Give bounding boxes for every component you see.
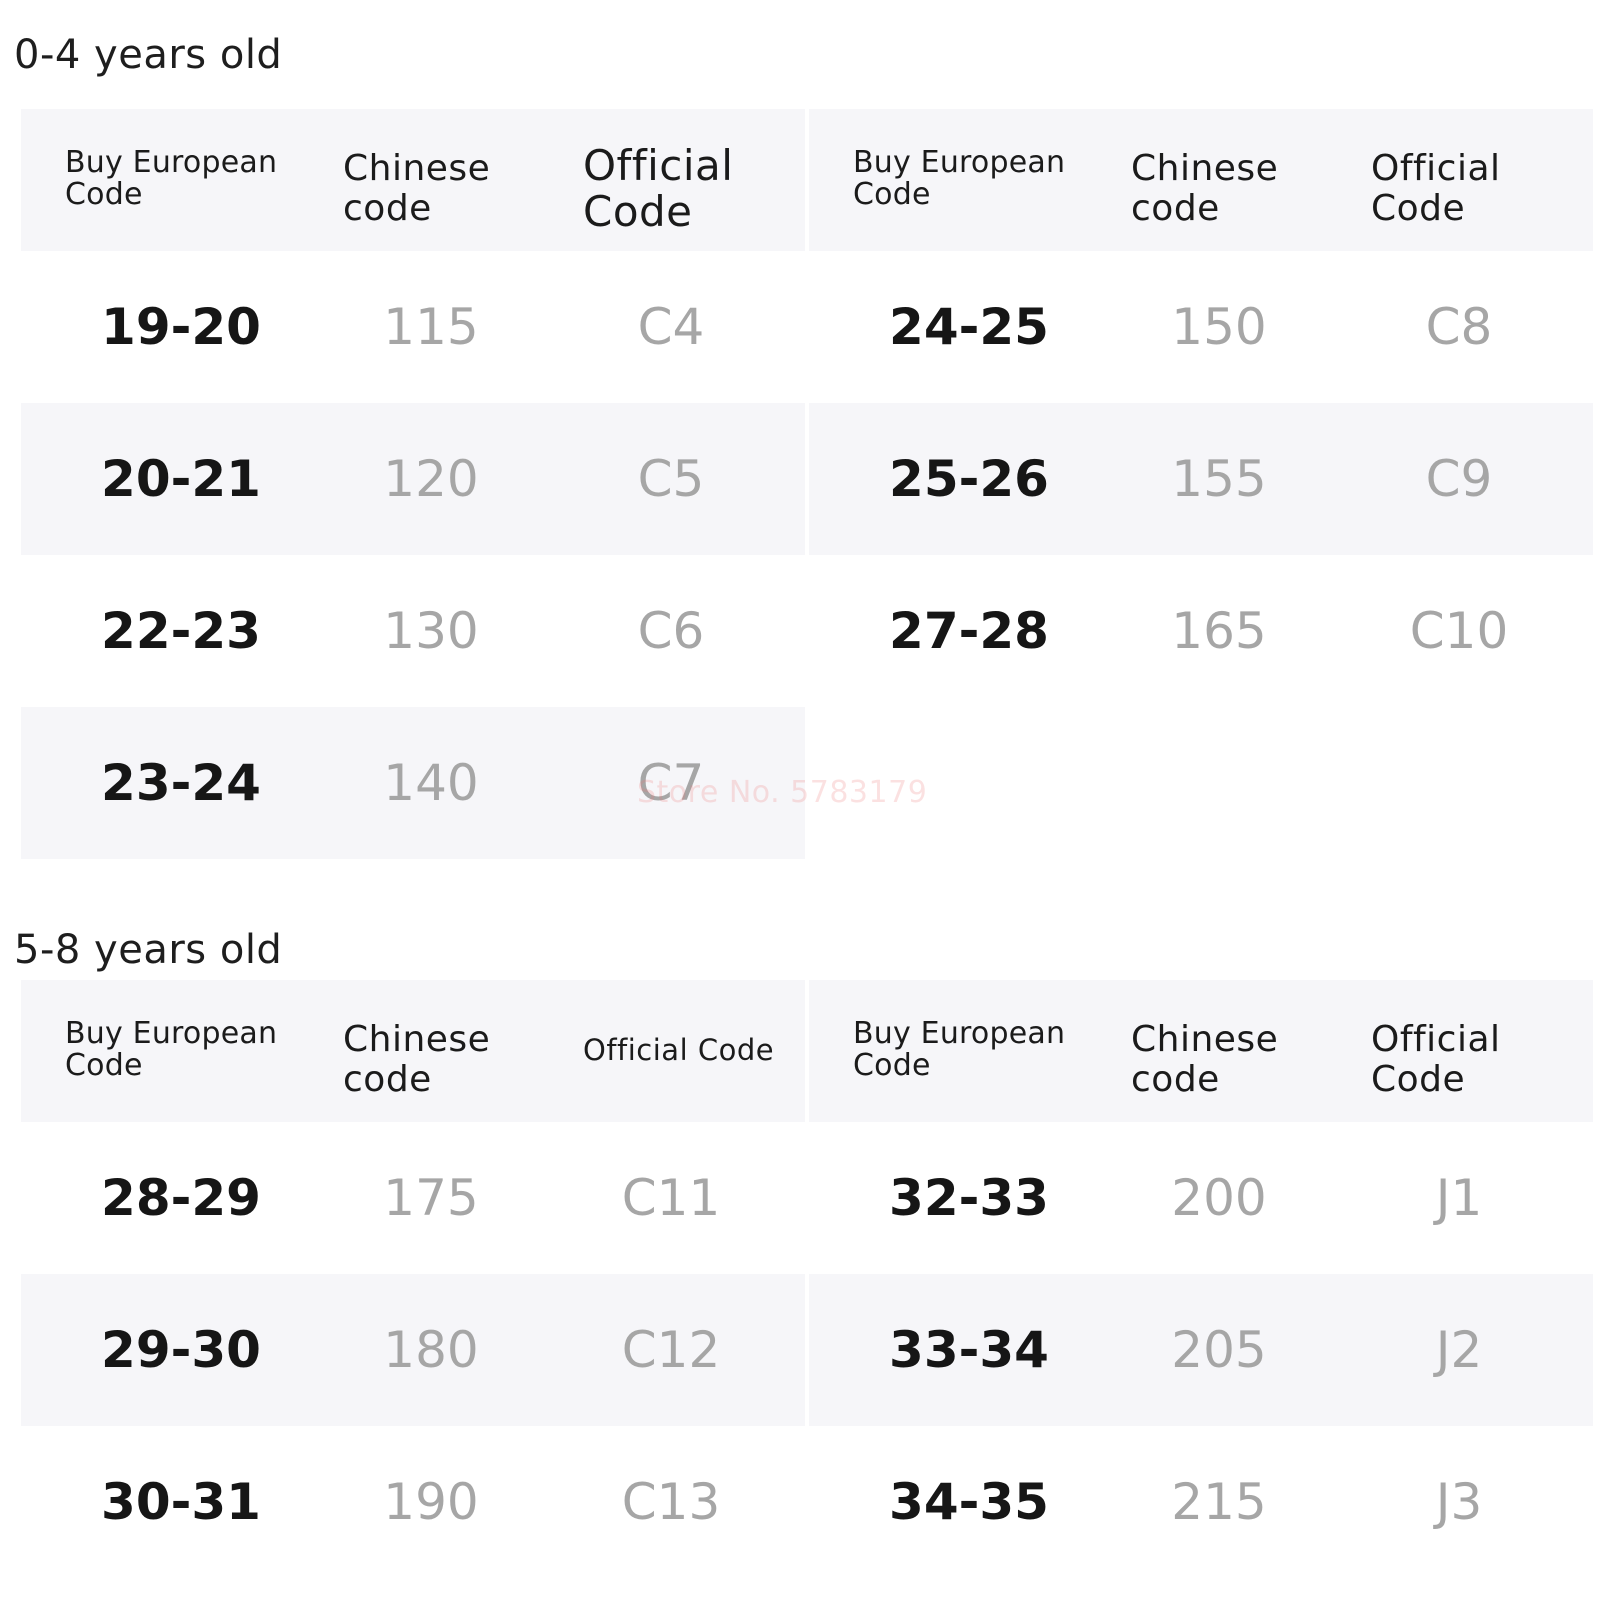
cell-official-size: C5 [637,450,705,508]
store-watermark: Store No. 5783179 [637,775,928,810]
table-header: Buy European Code Chinese code Official Code [21,980,805,1122]
header-chinese-code: Chinese code [343,148,491,229]
cell-european-size: 24-25 [889,298,1049,356]
header-chinese-code: Chinese code [1131,1019,1279,1100]
cell-european-size: 20-21 [101,450,261,508]
section-title-0-4-years: 0-4 years old [14,32,283,78]
cell-european-size: 28-29 [101,1169,261,1227]
header-buy-european-code: Buy European Code [853,145,1066,212]
cell-chinese-size: 155 [1171,450,1267,508]
cell-chinese-size: 190 [383,1473,479,1531]
cell-european-size: 25-26 [889,450,1049,508]
cell-chinese-size: 205 [1171,1321,1267,1379]
cell-european-size: 29-30 [101,1321,261,1379]
table-row: 20-21 120 C5 [21,403,805,555]
cell-chinese-size: 175 [383,1169,479,1227]
header-official-code: Official Code [583,1033,775,1067]
cell-official-size: C11 [621,1169,721,1227]
table-row: 29-30 180 C12 [21,1274,805,1426]
table-row: 27-28 165 C10 [809,555,1593,707]
cell-official-size: C13 [621,1473,721,1531]
table-row: 34-35 215 J3 [809,1426,1593,1578]
cell-european-size: 34-35 [889,1473,1049,1531]
cell-european-size: 19-20 [101,298,261,356]
cell-chinese-size: 140 [383,754,479,812]
table-header: Buy European Code Chinese code Official Code [21,109,805,251]
size-table-5-8-right: Buy European Code Chinese code Official Code 3… [809,980,1593,1578]
cell-chinese-size: 120 [383,450,479,508]
size-table-0-4-right: Buy European Code Chinese code Official Code 2… [809,109,1593,707]
cell-european-size: 30-31 [101,1473,261,1531]
table-row: 30-31 190 C13 [21,1426,805,1578]
cell-chinese-size: 165 [1171,602,1267,660]
cell-european-size: 23-24 [101,754,261,812]
table-row: 22-23 130 C6 [21,555,805,707]
cell-official-size: J2 [1435,1321,1483,1379]
header-official-code: Official Code [1371,148,1501,229]
cell-official-size: C10 [1409,602,1509,660]
cell-chinese-size: 130 [383,602,479,660]
cell-european-size: 27-28 [889,602,1049,660]
table-row: 28-29 175 C11 [21,1122,805,1274]
section-title-5-8-years: 5-8 years old [14,927,283,973]
size-table-0-4-left: Buy European Code Chinese code Official Code 1… [21,109,805,859]
cell-chinese-size: 115 [383,298,479,356]
table-row: 33-34 205 J2 [809,1274,1593,1426]
cell-european-size: 32-33 [889,1169,1049,1227]
header-chinese-code: Chinese code [1131,148,1279,229]
cell-chinese-size: 215 [1171,1473,1267,1531]
header-official-code: Official Code [1371,1019,1501,1100]
cell-official-size: J3 [1435,1473,1483,1531]
table-header: Buy European Code Chinese code Official Code [809,980,1593,1122]
header-official-code: Official Code [583,141,734,236]
size-table-5-8-left: Buy European Code Chinese code Official Code… [21,980,805,1578]
table-row: 19-20 115 C4 [21,251,805,403]
cell-chinese-size: 180 [383,1321,479,1379]
cell-official-size: C12 [621,1321,721,1379]
table-row: 24-25 150 C8 [809,251,1593,403]
cell-chinese-size: 200 [1171,1169,1267,1227]
table-row: 23-24 140 C7 [21,707,805,859]
cell-official-size: C8 [1425,298,1493,356]
cell-european-size: 22-23 [101,602,261,660]
table-header: Buy European Code Chinese code Official Code [809,109,1593,251]
cell-official-size: C4 [637,298,705,356]
cell-official-size: C9 [1425,450,1493,508]
table-row: 25-26 155 C9 [809,403,1593,555]
table-row: 32-33 200 J1 [809,1122,1593,1274]
header-chinese-code: Chinese code [343,1019,491,1100]
header-buy-european-code: Buy European Code [853,1016,1066,1083]
cell-official-size: J1 [1435,1169,1483,1227]
cell-chinese-size: 150 [1171,298,1267,356]
cell-official-size: C6 [637,602,705,660]
cell-european-size: 33-34 [889,1321,1049,1379]
cell-official-size: C7 [637,754,705,812]
header-buy-european-code: Buy European Code [65,145,278,212]
header-buy-european-code: Buy European Code [65,1016,278,1083]
